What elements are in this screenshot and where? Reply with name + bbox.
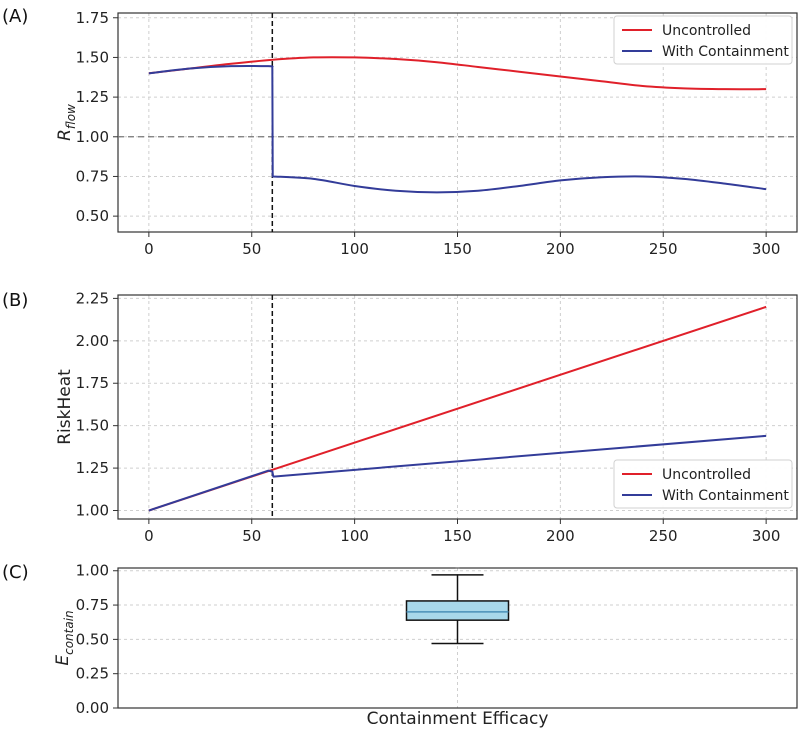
panel-b-xtick-label: 150 bbox=[443, 527, 472, 545]
panel-c: (C) Econtain Containment Efficacy 0.00 0.… bbox=[2, 562, 798, 729]
panel-a-ylabel: Rflow bbox=[55, 104, 78, 141]
panel-c-label: (C) bbox=[2, 562, 29, 583]
panel-a-ytick-label: 1.75 bbox=[76, 9, 109, 27]
panel-a-xtick-label: 150 bbox=[443, 240, 472, 258]
panel-a-ylabel-sub: flow bbox=[64, 104, 78, 129]
panel-a-xtick-label: 300 bbox=[752, 240, 781, 258]
panel-c-ytick-label: 0.25 bbox=[76, 665, 109, 683]
panel-b-xtick-label: 200 bbox=[546, 527, 575, 545]
panel-b-xtick-label: 0 bbox=[144, 527, 154, 545]
panel-c-ylabel-sub: contain bbox=[62, 610, 76, 655]
panel-a-ytick-label: 0.50 bbox=[76, 207, 109, 225]
panel-b-label: (B) bbox=[2, 290, 28, 311]
panel-b-legend: Uncontrolled With Containment bbox=[613, 459, 793, 509]
panel-a-xtick-label: 50 bbox=[242, 240, 261, 258]
panel-a-ytick-label: 0.75 bbox=[76, 167, 109, 185]
panel-a-legend-box bbox=[613, 15, 793, 65]
panel-a-legend: Uncontrolled With Containment bbox=[613, 15, 793, 65]
panel-b-xtick-label: 100 bbox=[340, 527, 369, 545]
panel-c-xlabel: Containment Efficacy bbox=[367, 709, 549, 729]
panel-a-ytick-label: 1.50 bbox=[76, 48, 109, 66]
panel-c-ytick-label: 0.75 bbox=[76, 596, 109, 614]
panel-c-ylabel: Econtain bbox=[53, 610, 76, 665]
panel-b-ytick-label: 1.00 bbox=[76, 502, 109, 520]
panel-c-ytick-label: 1.00 bbox=[76, 562, 109, 580]
panel-b-ytick-label: 1.25 bbox=[76, 459, 109, 477]
panel-b-xtick-label: 300 bbox=[752, 527, 781, 545]
panel-b-ytick-label: 1.50 bbox=[76, 417, 109, 435]
panel-b-legend-box bbox=[613, 459, 793, 509]
panel-a-ytick-label: 1.00 bbox=[76, 128, 109, 146]
panel-b-ylabel: RiskHeat bbox=[55, 369, 75, 445]
panel-a-series-uncontrolled bbox=[148, 56, 767, 91]
panel-b-ytick-label: 2.25 bbox=[76, 289, 109, 307]
box-iqr bbox=[405, 600, 510, 621]
panel-a-legend-uncontrolled: Uncontrolled bbox=[662, 23, 751, 39]
panel-a-xtick-label: 100 bbox=[340, 240, 369, 258]
panel-b-xtick-label: 250 bbox=[649, 527, 678, 545]
panel-a-label: (A) bbox=[2, 6, 28, 27]
panel-a-xtick-label: 200 bbox=[546, 240, 575, 258]
panel-a-series-containment bbox=[148, 64, 767, 194]
panel-b: (B) RiskHeat 0 50 100 150 200 250 300 1.00 1.25 1… bbox=[2, 289, 798, 545]
panel-a: (A) Rflow 0 50 100 150 200 250 300 0.50 0.75 1.00… bbox=[2, 6, 798, 258]
panel-a-ytick-label: 1.25 bbox=[76, 88, 109, 106]
panel-a-legend-containment: With Containment bbox=[662, 44, 789, 60]
panel-c-ytick-label: 0.50 bbox=[76, 630, 109, 648]
panel-b-xtick-label: 50 bbox=[242, 527, 261, 545]
panel-b-series-containment bbox=[148, 434, 767, 512]
panel-b-legend-containment: With Containment bbox=[662, 488, 789, 504]
panel-a-xtick-label: 0 bbox=[144, 240, 154, 258]
panel-c-ytick-label: 0.00 bbox=[76, 699, 109, 717]
panel-a-ylabel-main: R bbox=[55, 129, 75, 141]
panel-b-ytick-label: 2.00 bbox=[76, 332, 109, 350]
panel-b-legend-uncontrolled: Uncontrolled bbox=[662, 467, 751, 483]
panel-c-ylabel-main: E bbox=[53, 655, 73, 666]
panel-b-ytick-label: 1.75 bbox=[76, 374, 109, 392]
panel-a-xtick-label: 250 bbox=[649, 240, 678, 258]
